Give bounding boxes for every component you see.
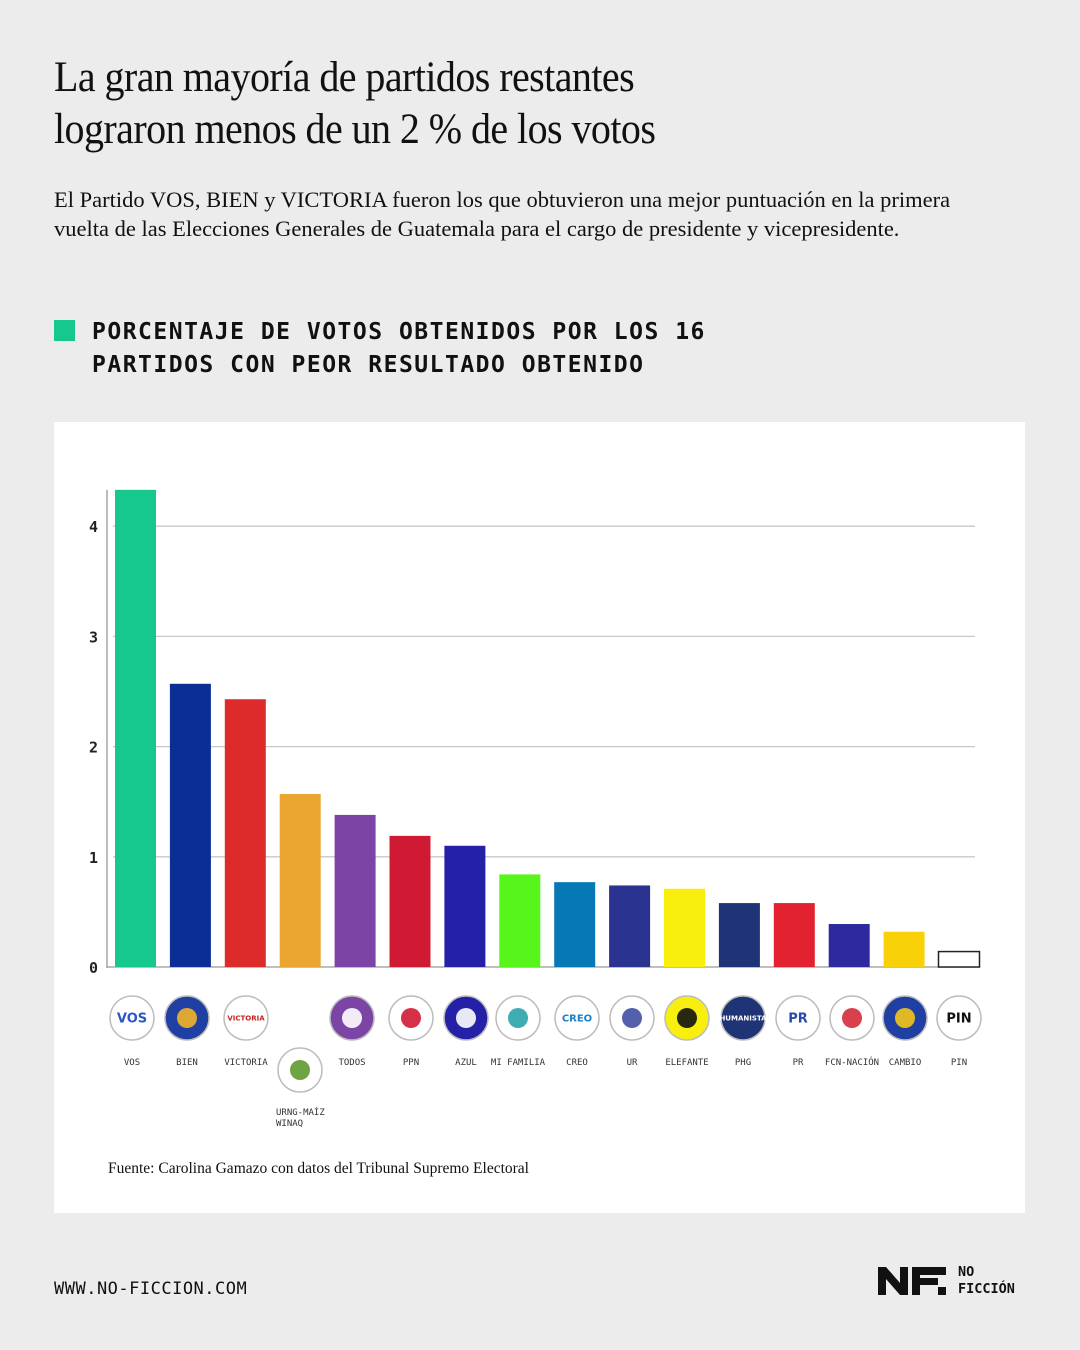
x-tick-label-9: UR [627, 1058, 638, 1068]
logo-10-icon [664, 995, 710, 1041]
bar-15 [937, 950, 981, 968]
bar-11 [718, 903, 760, 967]
chart-title: PORCENTAJE DE VOTOS OBTENIDOS POR LOS 16… [92, 316, 812, 382]
logo-11-icon: HUMANISTA [719, 995, 767, 1041]
x-tick-label-7: MI FAMILIA [491, 1058, 546, 1068]
logo-7-icon [495, 995, 541, 1041]
y-tick-label: 0 [89, 959, 98, 977]
source-note: Fuente: Carolina Gamazo con datos del Tr… [108, 1160, 529, 1177]
logo-9-icon [609, 995, 655, 1041]
y-tick-label: 3 [89, 628, 98, 646]
chart-card: 0 1 2 3 4 VOS VOS BIEN VICTORIA VICTORIA TODOS PPN A… [54, 422, 1025, 1213]
brand-name-line-1: NO [958, 1264, 975, 1280]
x-tick-label-3: URNG-MAÍZ WINAQ [276, 1106, 325, 1129]
x-tick-label-11: PHG [735, 1058, 751, 1068]
bar-8 [554, 882, 596, 967]
x-tick-label-4: TODOS [338, 1058, 365, 1068]
y-tick-label: 1 [89, 849, 98, 867]
svg-text:PR: PR [788, 1011, 808, 1026]
logo-0-icon: VOS [109, 995, 155, 1041]
logo-3-icon [277, 1047, 323, 1093]
bar-chart: 0 1 2 3 4 VOS VOS BIEN VICTORIA VICTORIA TODOS PPN A… [89, 489, 982, 1129]
logo-14-icon [882, 995, 928, 1041]
chart-title-line-1: PORCENTAJE DE VOTOS OBTENIDOS POR LOS 16 [92, 319, 706, 345]
brand-name: NO FICCIÓN [958, 1264, 1015, 1298]
subtitle: El Partido VOS, BIEN y VICTORIA fueron l… [54, 187, 951, 241]
logo-1-icon [164, 995, 210, 1041]
bar-9 [609, 885, 651, 967]
x-tick-label-10: ELEFANTE [665, 1058, 708, 1068]
bar-2 [224, 699, 266, 967]
legend-swatch [54, 320, 75, 341]
brand-name-line-2: FICCIÓN [958, 1281, 1015, 1297]
logo-13-icon [829, 995, 875, 1041]
x-tick-label-2: VICTORIA [224, 1058, 268, 1068]
bar-0 [115, 489, 156, 967]
brand-logo: NO FICCIÓN [878, 1264, 1028, 1304]
x-tick-label-14: CAMBIO [889, 1058, 922, 1068]
bar-14 [883, 931, 925, 967]
site-url[interactable]: WWW.NO-FICCION.COM [54, 1279, 248, 1299]
x-tick-label-1: BIEN [176, 1058, 198, 1068]
svg-text:VICTORIA: VICTORIA [227, 1014, 265, 1022]
x-tick-label-6: AZUL [455, 1058, 477, 1068]
x-tick-label-5: PPN [403, 1058, 419, 1068]
logo-12-icon: PR [775, 995, 821, 1041]
chart-heading: PORCENTAJE DE VOTOS OBTENIDOS POR LOS 16… [54, 316, 812, 382]
bar-1 [169, 683, 211, 967]
logo-5-icon [388, 995, 434, 1041]
bar-4 [334, 814, 376, 967]
x-tick-label-15: PIN [951, 1058, 967, 1068]
logo-6-icon [443, 995, 489, 1041]
x-tick-label-13: FCN-NACIÓN [825, 1056, 879, 1068]
bar-6 [444, 845, 486, 967]
x-tick-label-12: PR [793, 1058, 804, 1068]
chart-title-line-2: PARTIDOS CON PEOR RESULTADO OBTENIDO [92, 352, 645, 378]
title-line-1: La gran mayoría de partidos restantes [54, 54, 635, 101]
y-tick-label: 4 [89, 518, 98, 536]
logo-2-icon: VICTORIA [223, 995, 269, 1041]
bar-7 [499, 874, 541, 967]
x-tick-label-0: VOS [124, 1058, 140, 1068]
bar-13 [828, 924, 870, 967]
x-tick-label-8: CREO [566, 1058, 588, 1068]
page-title: La gran mayoría de partidos restantes lo… [54, 52, 947, 156]
nf-logo-icon [878, 1267, 946, 1295]
svg-text:VOS: VOS [117, 1011, 147, 1026]
bar-12 [773, 903, 815, 967]
logo-4-icon [329, 995, 375, 1041]
svg-text:CREO: CREO [562, 1013, 592, 1024]
logo-8-icon: CREO [554, 995, 600, 1041]
bar-5 [389, 835, 431, 967]
svg-text:HUMANISTA: HUMANISTA [719, 1014, 767, 1022]
title-line-2: lograron menos de un 2 % de los votos [54, 106, 656, 153]
logo-15-icon: PIN [936, 995, 982, 1041]
y-tick-label: 2 [89, 739, 98, 757]
bar-3 [279, 793, 321, 967]
bar-10 [664, 888, 705, 967]
svg-text:PIN: PIN [946, 1011, 971, 1026]
